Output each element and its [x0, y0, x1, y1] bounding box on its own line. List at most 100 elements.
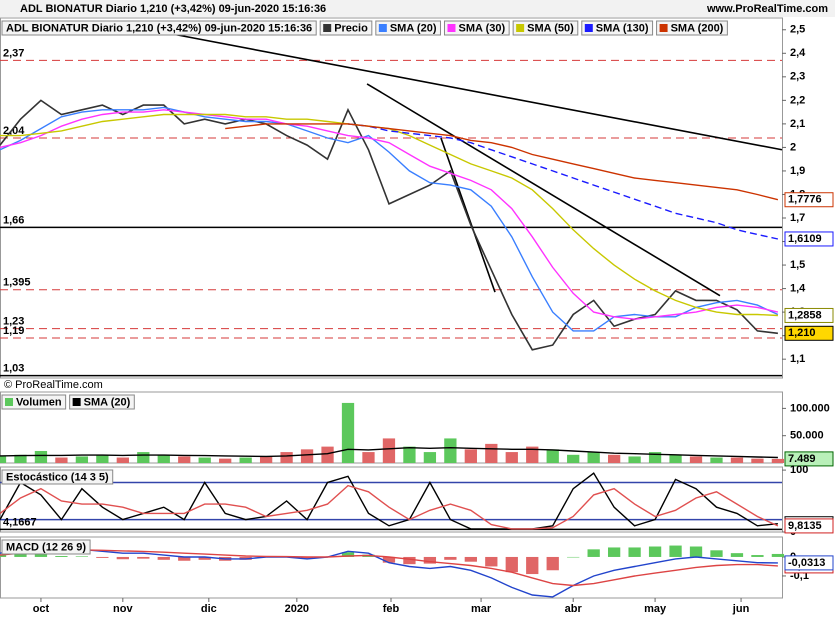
value-tag-label: -0,0313 — [788, 557, 825, 569]
legend-box — [375, 20, 441, 36]
bar — [505, 452, 518, 463]
bar — [198, 556, 211, 560]
legend-swatch — [516, 24, 525, 32]
series-line — [0, 472, 778, 530]
bar — [567, 454, 580, 463]
bar — [464, 449, 477, 463]
legend-label: Precio — [334, 22, 368, 34]
bar — [689, 546, 703, 557]
legend-swatch — [659, 24, 668, 32]
bar — [178, 556, 191, 561]
value-tag-label: 1,210 — [788, 327, 816, 339]
bar — [730, 553, 744, 557]
level-label: 1,395 — [3, 277, 31, 289]
trend-line — [366, 83, 721, 297]
source: © ProRealTime.com — [4, 379, 103, 391]
y-tick-label: 2,2 — [790, 94, 805, 106]
bar — [96, 556, 109, 558]
bar — [137, 452, 150, 463]
bar — [689, 456, 703, 463]
x-tick-label: oct — [33, 603, 50, 615]
y-tick-label: 2,5 — [790, 24, 805, 36]
bar — [669, 454, 682, 463]
level-label: 1,23 — [3, 315, 24, 327]
trend-line — [149, 28, 783, 151]
x-tick-label: mar — [471, 603, 492, 615]
bar — [116, 556, 129, 560]
bar — [669, 545, 682, 557]
bar — [423, 556, 437, 564]
value-tag — [784, 518, 834, 534]
series-line — [0, 106, 779, 332]
bar — [341, 552, 355, 557]
y-tick-label: 2 — [790, 141, 796, 153]
legend-box — [1, 469, 114, 485]
y-tick-label: 1,1 — [790, 353, 805, 365]
level-label: 1,19 — [3, 325, 24, 337]
series-line — [0, 484, 779, 530]
series-line — [0, 549, 778, 587]
legend-box — [1, 20, 317, 36]
level-label: 1,03 — [3, 363, 24, 375]
value-tag-label: 1,2858 — [788, 309, 822, 321]
legend-label: SMA (20) — [84, 396, 131, 408]
y-tick-label: 100 — [790, 464, 808, 476]
bar — [239, 457, 252, 463]
bar — [403, 446, 416, 463]
bar — [280, 452, 293, 463]
bar — [75, 456, 89, 463]
series-line — [0, 446, 778, 459]
bar — [341, 402, 355, 463]
series-line — [0, 546, 778, 598]
y-tick-label: 2,3 — [790, 71, 805, 83]
x-tick-label: jun — [732, 603, 750, 615]
legend-box — [581, 20, 654, 36]
value-tag — [784, 451, 834, 467]
legend-box — [1, 394, 67, 410]
legend-swatch — [447, 24, 456, 32]
level-label: 1,66 — [3, 214, 24, 226]
x-tick-label: abr — [565, 603, 583, 615]
y-tick-label: 1,9 — [790, 165, 805, 177]
bar — [300, 556, 314, 559]
legend-box — [512, 20, 579, 36]
x-tick-label: feb — [383, 603, 400, 615]
x-tick-label: dic — [201, 603, 217, 615]
bar — [710, 457, 723, 463]
bar — [116, 457, 129, 463]
bar — [75, 556, 89, 557]
legend-box — [656, 20, 728, 36]
legend-swatch — [72, 398, 81, 406]
value-tag — [784, 307, 834, 323]
bar — [464, 556, 477, 562]
bar — [423, 452, 437, 463]
bar — [567, 556, 580, 558]
bar — [55, 556, 68, 557]
x-tick-label: nov — [113, 603, 133, 615]
series-line — [225, 123, 779, 201]
bar — [34, 553, 48, 557]
legend-label: ADL BIONATUR Diario 1,210 (+3,42%) 09-ju… — [6, 22, 312, 34]
bar — [403, 556, 416, 565]
legend-swatch — [378, 24, 387, 32]
legend-box — [443, 20, 510, 36]
bar — [198, 457, 211, 463]
value-tag-label: 1,7776 — [788, 194, 822, 206]
legend-swatch — [5, 398, 13, 406]
bar — [505, 556, 518, 573]
bar — [607, 547, 621, 557]
bar — [14, 553, 27, 557]
bar — [730, 457, 744, 463]
series-line — [0, 109, 779, 320]
site: www.ProRealTime.com — [706, 3, 828, 15]
bar — [55, 457, 68, 463]
legend-box — [1, 539, 91, 555]
value-tag — [784, 231, 834, 247]
bar — [0, 456, 7, 463]
bar — [362, 452, 375, 463]
bar — [382, 556, 396, 563]
chart-title: ADL BIONATUR Diario 1,210 (+3,42%) 09-ju… — [20, 3, 326, 15]
value-tag — [784, 192, 834, 208]
bar — [526, 446, 539, 463]
